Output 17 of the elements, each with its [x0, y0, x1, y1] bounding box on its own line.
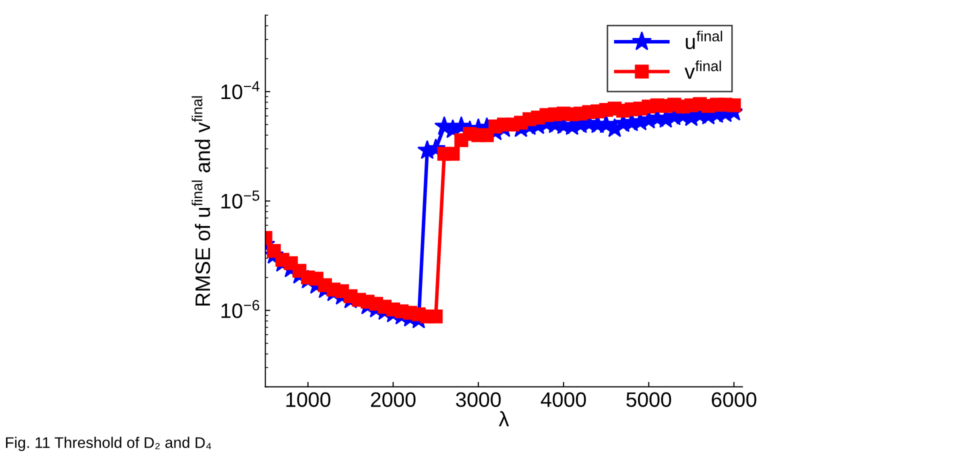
- x-tick-label: 5000: [626, 392, 672, 408]
- point: [726, 98, 741, 112]
- caption: Fig. 11 Threshold of D₂ and D₄: [6, 436, 212, 452]
- x-axis-title: λ: [498, 411, 509, 426]
- x-tick-label: 2000: [371, 392, 416, 408]
- legend-label: u$^{final}$: [686, 30, 722, 50]
- x-tick-label: 3000: [456, 392, 501, 408]
- x-tick-label: 1000: [286, 392, 330, 408]
- x-tick-label: 4000: [540, 392, 586, 408]
- legend-label: v$^{final}$: [684, 60, 721, 79]
- x-tick-label: 6000: [712, 392, 756, 408]
- point: [446, 146, 460, 161]
- point: [428, 310, 443, 324]
- y-axis-title: RMSE of u$^{final}$ and v$^{final}$: [192, 96, 210, 306]
- y-tick-label: 10$^{−4}$: [221, 81, 260, 100]
- y-tick-label: 10$^{−5}$: [221, 190, 260, 209]
- y-tick-label: 10$^{−6}$: [221, 300, 260, 318]
